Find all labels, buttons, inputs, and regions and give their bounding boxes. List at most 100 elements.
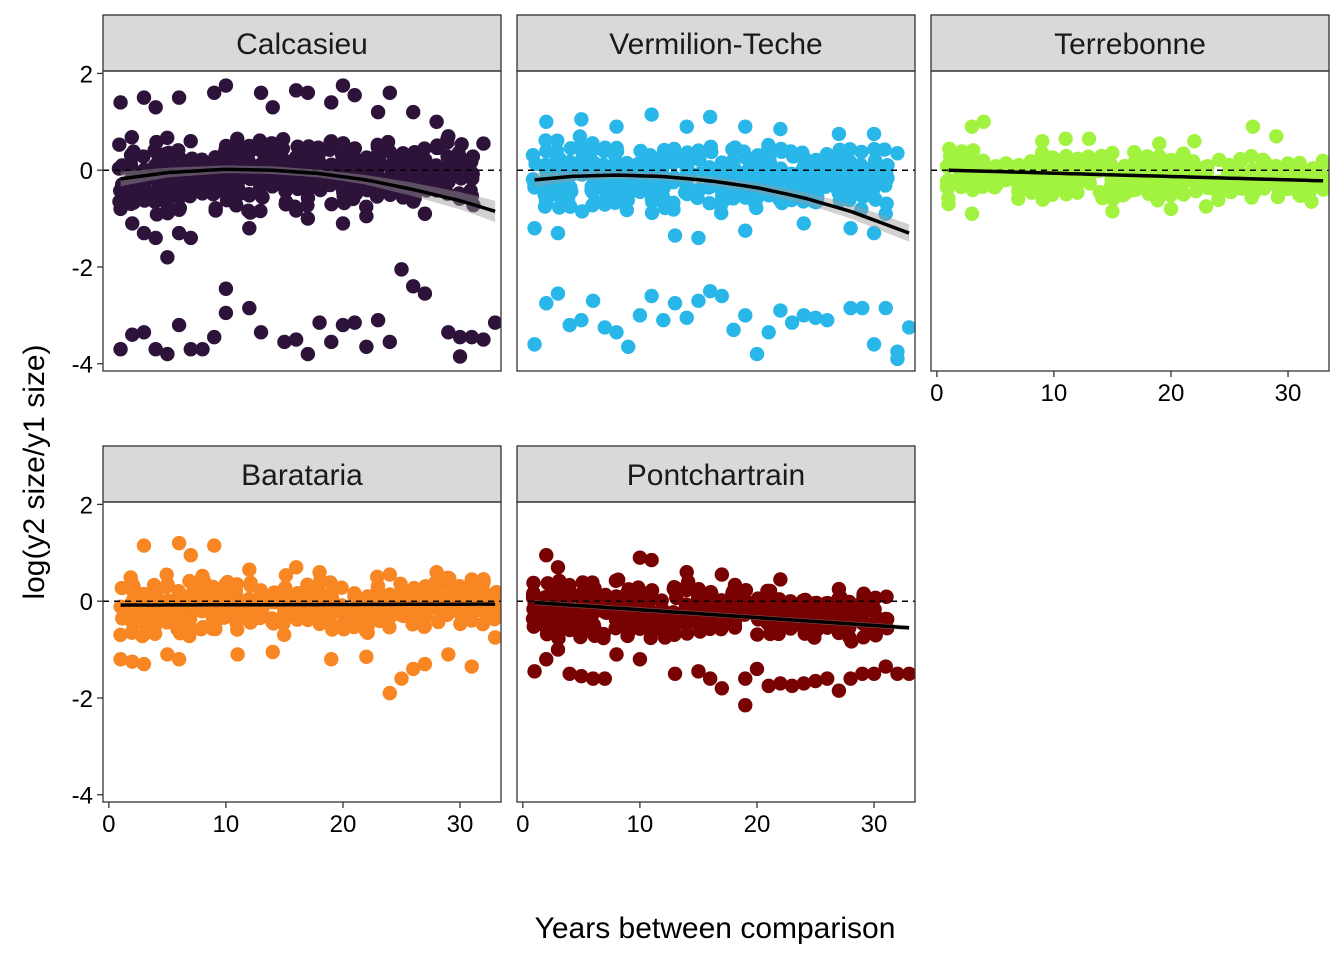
- data-point: [830, 162, 845, 177]
- data-point: [855, 300, 870, 316]
- data-point: [383, 187, 398, 202]
- data-point: [738, 190, 753, 205]
- data-point: [136, 656, 152, 672]
- facet-strip: [102, 14, 502, 72]
- data-point: [843, 300, 858, 316]
- data-point: [645, 621, 660, 636]
- data-point: [942, 141, 957, 157]
- data-point: [808, 310, 823, 325]
- data-point: [253, 85, 269, 100]
- data-point: [773, 572, 788, 587]
- data-point: [725, 142, 740, 157]
- data-point: [738, 671, 753, 686]
- data-point: [242, 562, 257, 577]
- data-point: [464, 603, 479, 618]
- data-point: [877, 165, 893, 180]
- data-point: [229, 615, 244, 631]
- data-point: [549, 164, 565, 179]
- data-point: [265, 100, 280, 115]
- data-point: [855, 666, 870, 681]
- data-point: [300, 211, 316, 226]
- data-point: [1257, 158, 1272, 173]
- y-axis: 2 0 -2 -4: [72, 61, 103, 379]
- data-point: [620, 193, 635, 208]
- x-axis: 0 10 20 30: [102, 802, 473, 838]
- data-point: [265, 178, 281, 193]
- data-point: [632, 621, 648, 637]
- x-tick-label: 10: [627, 811, 654, 838]
- data-point: [347, 586, 362, 601]
- data-point: [527, 178, 542, 194]
- data-point: [428, 588, 444, 604]
- data-point: [406, 104, 421, 120]
- data-point: [538, 607, 553, 623]
- data-point: [562, 619, 577, 634]
- data-point: [866, 225, 882, 241]
- data-point: [429, 114, 444, 130]
- data-point: [761, 678, 776, 694]
- panel-border: [516, 501, 916, 803]
- data-point: [679, 564, 694, 580]
- data-point: [218, 78, 234, 93]
- x-axis-title: Years between comparison: [535, 912, 896, 945]
- data-point: [370, 104, 386, 120]
- data-point: [1199, 179, 1214, 195]
- y-tick-label: -2: [72, 255, 93, 282]
- data-point: [1127, 145, 1142, 160]
- data-point: [335, 78, 351, 93]
- data-point: [125, 327, 140, 342]
- data-point: [1187, 133, 1202, 149]
- data-point: [207, 85, 222, 100]
- data-point: [206, 620, 222, 635]
- data-point: [621, 339, 636, 355]
- data-point: [964, 206, 980, 221]
- data-point: [609, 647, 624, 662]
- data-point: [833, 625, 848, 640]
- data-point: [149, 207, 165, 222]
- data-point: [195, 570, 210, 585]
- data-point: [585, 293, 601, 309]
- data-point: [644, 583, 660, 598]
- plot-area: [931, 114, 1329, 221]
- data-point: [417, 206, 433, 221]
- data-point: [714, 167, 729, 182]
- data-point: [725, 585, 740, 601]
- data-point: [241, 203, 256, 219]
- fit-line: [120, 167, 496, 213]
- data-point: [562, 577, 577, 593]
- data-point: [574, 112, 589, 127]
- data-point: [171, 225, 187, 241]
- data-point: [666, 150, 681, 165]
- data-point: [253, 203, 268, 219]
- data-point: [290, 139, 305, 154]
- data-point: [207, 584, 222, 600]
- data-point: [1186, 158, 1201, 173]
- data-point: [241, 605, 257, 620]
- data-point: [324, 652, 339, 667]
- data-point: [1316, 155, 1329, 170]
- data-point: [243, 578, 258, 593]
- data-point: [334, 580, 349, 595]
- data-point: [596, 157, 611, 172]
- data-point: [358, 155, 373, 171]
- data-point: [146, 577, 162, 593]
- data-point: [232, 186, 247, 202]
- data-point: [337, 153, 352, 169]
- data-point: [550, 589, 565, 604]
- data-point: [539, 114, 554, 130]
- data-point: [183, 548, 198, 563]
- x-tick-label: 10: [213, 811, 240, 838]
- data-point: [1070, 185, 1085, 200]
- panel-border: [516, 70, 916, 372]
- data-point: [656, 312, 671, 328]
- data-point: [549, 578, 565, 594]
- data-point: [113, 652, 128, 667]
- data-point: [487, 630, 501, 645]
- data-point: [783, 167, 799, 183]
- data-point: [278, 580, 293, 595]
- data-point: [632, 652, 648, 667]
- data-point: [597, 320, 612, 335]
- facet-panel: Terrebonne: [930, 14, 1330, 372]
- data-point: [136, 149, 151, 164]
- data-point: [288, 332, 304, 347]
